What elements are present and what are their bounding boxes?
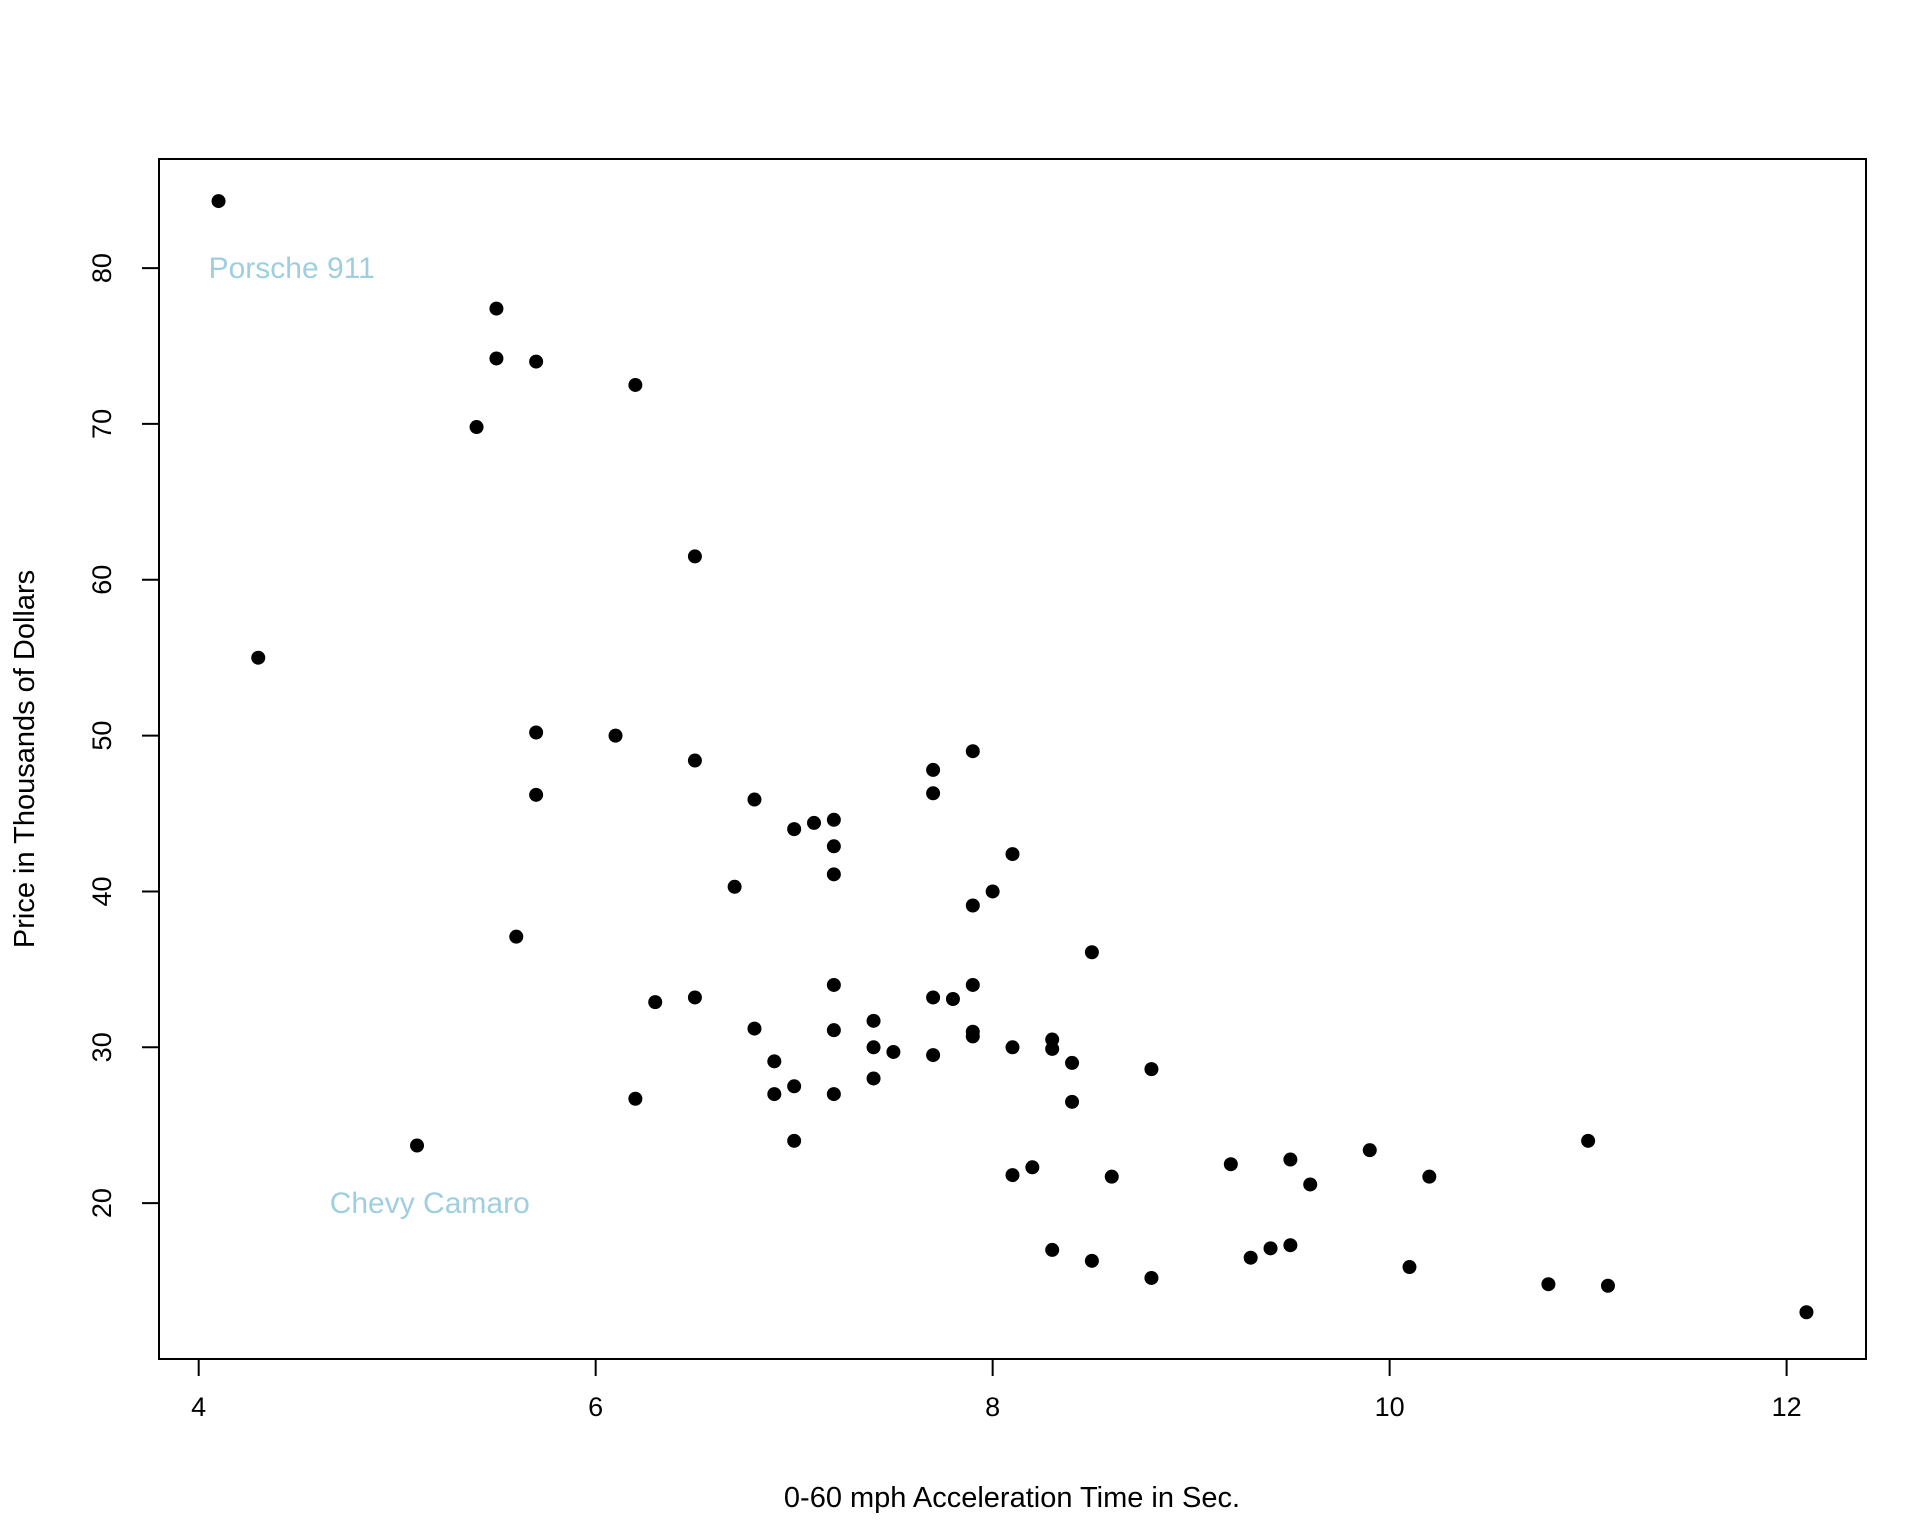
data-point	[529, 725, 544, 740]
data-point	[826, 839, 841, 854]
data-point	[826, 1023, 841, 1038]
data-point	[965, 1029, 980, 1044]
data-point	[1045, 1242, 1060, 1257]
data-point	[866, 1071, 881, 1086]
data-point	[1045, 1041, 1060, 1056]
data-point	[965, 744, 980, 759]
data-points	[211, 194, 1814, 1320]
x-tick-label: 10	[1375, 1392, 1405, 1422]
x-tick-label: 6	[588, 1392, 603, 1422]
data-point	[1144, 1062, 1159, 1077]
data-point	[608, 728, 623, 743]
data-point	[747, 792, 762, 807]
data-point	[727, 879, 742, 894]
data-point	[826, 1087, 841, 1102]
data-point	[1362, 1143, 1377, 1158]
data-point	[826, 812, 841, 827]
data-point	[747, 1021, 762, 1036]
data-point	[826, 867, 841, 882]
data-point	[787, 1133, 802, 1148]
data-point	[767, 1087, 782, 1102]
data-point	[965, 898, 980, 913]
data-point	[1065, 1055, 1080, 1070]
x-tick-label: 4	[191, 1392, 206, 1422]
data-point	[1600, 1278, 1615, 1293]
data-point	[1005, 847, 1020, 862]
data-point	[1581, 1133, 1596, 1148]
data-point	[926, 786, 941, 801]
data-point	[1025, 1160, 1040, 1175]
data-point	[1283, 1152, 1298, 1167]
data-point	[886, 1044, 901, 1059]
data-point	[687, 753, 702, 768]
data-point	[1799, 1305, 1814, 1320]
x-axis: 4 6 8 10 12	[191, 1358, 1802, 1422]
data-point	[1005, 1168, 1020, 1183]
annotation-label: Chevy Camaro	[330, 1187, 530, 1220]
data-point	[1422, 1169, 1437, 1184]
y-tick-label: 20	[87, 1188, 117, 1218]
data-point	[211, 194, 226, 209]
data-point	[787, 822, 802, 837]
data-point	[1065, 1094, 1080, 1109]
data-point	[509, 929, 524, 944]
data-point	[985, 884, 1000, 899]
y-tick-label: 70	[87, 409, 117, 439]
data-point	[648, 995, 663, 1010]
data-point	[767, 1054, 782, 1069]
data-point	[926, 990, 941, 1005]
y-tick-label: 60	[87, 565, 117, 595]
data-point	[1243, 1250, 1258, 1265]
data-point	[1303, 1177, 1318, 1192]
data-point	[1223, 1157, 1238, 1172]
data-point	[945, 992, 960, 1006]
y-tick-label: 80	[87, 253, 117, 283]
y-axis-label: Price in Thousands of Dollars	[9, 570, 41, 948]
data-point	[926, 1048, 941, 1063]
y-axis: 20 30 40 50 60 70 80	[87, 253, 160, 1218]
data-point	[1541, 1277, 1556, 1292]
data-point	[1144, 1270, 1159, 1285]
data-point	[628, 1091, 643, 1106]
data-point	[866, 1013, 881, 1028]
data-point	[410, 1138, 425, 1153]
data-point	[628, 377, 643, 392]
data-point	[251, 650, 266, 665]
data-point	[926, 762, 941, 777]
data-point	[529, 787, 544, 802]
annotations: Porsche 911 Chevy Camaro	[209, 252, 530, 1220]
annotation-label: Porsche 911	[209, 252, 375, 285]
data-point	[1283, 1238, 1298, 1253]
data-point	[687, 549, 702, 564]
data-point	[469, 420, 484, 435]
data-point	[1005, 1040, 1020, 1055]
data-point	[1263, 1241, 1278, 1256]
data-point	[787, 1079, 802, 1094]
data-point	[489, 301, 504, 316]
y-tick-label: 30	[87, 1032, 117, 1062]
x-axis-label: 0-60 mph Acceleration Time in Sec.	[784, 1482, 1240, 1514]
y-tick-label: 40	[87, 876, 117, 906]
x-tick-label: 8	[985, 1392, 1000, 1422]
data-point	[965, 977, 980, 992]
data-point	[1402, 1260, 1417, 1275]
data-point	[529, 354, 544, 369]
data-point	[489, 351, 504, 366]
data-point	[1084, 1253, 1099, 1268]
data-point	[687, 990, 702, 1005]
data-point	[1084, 945, 1099, 960]
y-tick-label: 50	[87, 721, 117, 751]
data-point	[807, 815, 822, 830]
data-point	[866, 1040, 881, 1055]
x-tick-label: 12	[1772, 1392, 1802, 1422]
data-point	[1104, 1169, 1119, 1184]
data-point	[826, 977, 841, 992]
